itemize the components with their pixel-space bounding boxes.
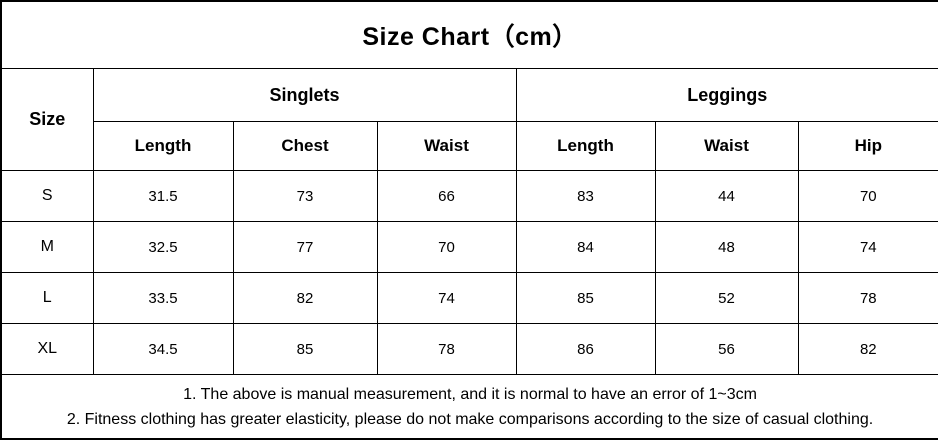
group-header-row: Size Singlets Leggings <box>0 68 938 171</box>
cell-value: 82 <box>232 272 378 324</box>
table-row-s: S 31.5 73 66 83 44 70 <box>0 170 938 222</box>
size-label: M <box>0 221 94 273</box>
cell-value: 73 <box>232 170 378 222</box>
note-elasticity: 2. Fitness clothing has greater elastici… <box>66 410 874 428</box>
table-row-l: L 33.5 82 74 85 52 78 <box>0 272 938 324</box>
title-row: Size Chart（cm） <box>0 0 938 69</box>
size-label: L <box>0 272 94 324</box>
notes-row: 1. The above is manual measurement, and … <box>0 374 938 440</box>
column-header-singlets-chest: Chest <box>232 121 378 171</box>
column-header-size: Size <box>0 68 94 171</box>
cell-value: 78 <box>797 272 938 324</box>
table-row-xl: XL 34.5 85 78 86 56 82 <box>0 323 938 375</box>
column-header-leggings-hip: Hip <box>797 121 938 171</box>
group-header-singlets: Singlets <box>92 68 517 122</box>
column-header-leggings-length: Length <box>515 121 656 171</box>
cell-value: 56 <box>654 323 799 375</box>
column-header-singlets-waist: Waist <box>376 121 517 171</box>
cell-value: 48 <box>654 221 799 273</box>
cell-value: 85 <box>232 323 378 375</box>
notes-cell: 1. The above is manual measurement, and … <box>0 374 938 440</box>
cell-value: 52 <box>654 272 799 324</box>
cell-value: 70 <box>376 221 517 273</box>
cell-value: 74 <box>797 221 938 273</box>
page-title: Size Chart（cm） <box>0 0 938 69</box>
cell-value: 32.5 <box>92 221 234 273</box>
cell-value: 86 <box>515 323 656 375</box>
cell-value: 66 <box>376 170 517 222</box>
cell-value: 77 <box>232 221 378 273</box>
cell-value: 83 <box>515 170 656 222</box>
column-header-singlets-length: Length <box>92 121 234 171</box>
sub-header-row: Length Chest Waist Length Waist Hip <box>1 121 938 171</box>
column-header-leggings-waist: Waist <box>654 121 799 171</box>
cell-value: 70 <box>797 170 938 222</box>
cell-value: 33.5 <box>92 272 234 324</box>
cell-value: 78 <box>376 323 517 375</box>
table-row-m: M 32.5 77 70 84 48 74 <box>0 221 938 273</box>
cell-value: 74 <box>376 272 517 324</box>
cell-value: 31.5 <box>92 170 234 222</box>
cell-value: 34.5 <box>92 323 234 375</box>
cell-value: 44 <box>654 170 799 222</box>
cell-value: 85 <box>515 272 656 324</box>
size-label: XL <box>0 323 94 375</box>
cell-value: 84 <box>515 221 656 273</box>
size-label: S <box>0 170 94 222</box>
group-header-leggings: Leggings <box>515 68 938 122</box>
note-measurement-error: 1. The above is manual measurement, and … <box>183 385 757 403</box>
cell-value: 82 <box>797 323 938 375</box>
